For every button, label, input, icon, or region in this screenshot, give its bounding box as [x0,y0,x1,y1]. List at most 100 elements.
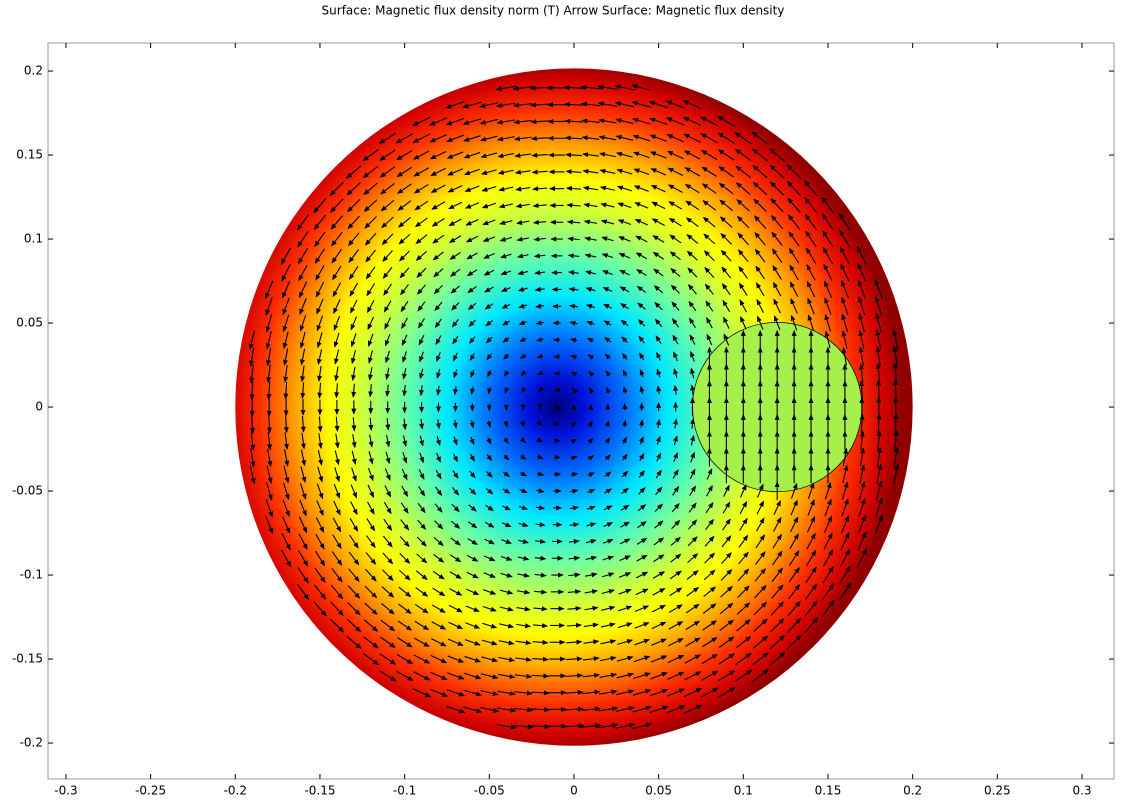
field-arrow [565,186,582,191]
field-arrow [518,522,529,527]
field-arrow [839,565,851,584]
field-arrow [893,446,899,468]
field-arrow [514,169,531,175]
field-arrow [402,368,407,380]
field-arrow [690,384,696,396]
field-arrow [300,466,307,484]
field-arrow [649,134,668,142]
field-arrow [298,516,308,534]
field-arrow [332,282,342,298]
y-tick-label: 0.05 [16,316,43,330]
field-arrow [702,620,718,631]
field-arrow [701,637,718,648]
field-arrow [673,368,679,379]
field-arrow [350,333,357,348]
field-arrow [619,269,630,276]
field-arrow [521,386,527,394]
field-arrow [740,316,747,330]
field-arrow [823,532,833,550]
field-arrow [535,337,544,342]
field-arrow [771,248,783,263]
field-arrow [432,234,445,244]
field-arrow [537,386,544,393]
chart-title: Surface: Magnetic flux density norm (T) … [322,4,785,18]
field-arrow [316,483,324,500]
field-arrow [619,555,631,562]
field-arrow [603,522,614,528]
field-arrow [452,352,458,362]
field-arrow [600,202,615,208]
field-arrow [398,586,412,598]
field-arrow [464,202,480,209]
field-arrow [334,383,340,399]
field-arrow [588,370,595,377]
field-arrow [265,515,274,535]
field-arrow [362,165,379,179]
field-arrow [655,469,662,479]
x-tick-label: -0.3 [54,784,77,798]
field-arrow [841,296,849,316]
field-arrow [348,568,360,583]
field-arrow [419,452,424,464]
field-arrow [502,337,510,343]
field-arrow [570,472,579,478]
field-arrow [599,168,616,174]
field-arrow [858,497,866,518]
field-arrow [364,232,377,246]
field-arrow [637,302,646,310]
field-arrow [649,151,667,159]
field-arrow [485,504,494,511]
field-arrow [480,690,499,696]
field-arrow [367,333,374,347]
field-arrow [531,690,550,696]
field-arrow [651,218,665,227]
field-arrow [599,185,615,191]
field-arrow [582,152,599,158]
field-arrow [650,168,667,176]
y-tick-label: 0.1 [24,232,43,246]
field-arrow [570,439,578,445]
field-arrow [631,101,651,108]
field-arrow [480,169,497,175]
field-arrow [876,446,882,468]
field-arrow [367,484,375,499]
field-arrow [467,521,478,529]
field-arrow [804,213,818,231]
field-arrow [585,539,597,544]
field-arrow [514,152,532,158]
field-arrow [671,502,680,513]
field-arrow [381,216,394,229]
field-arrow [568,270,579,276]
field-arrow [363,199,378,212]
field-arrow [402,351,407,363]
field-arrow [770,198,784,213]
field-arrow [701,670,719,681]
field-arrow [756,282,765,297]
field-arrow [756,500,764,515]
field-arrow [317,433,323,450]
field-arrow [666,688,686,697]
field-arrow [435,486,443,497]
field-arrow [587,438,594,445]
field-arrow [841,481,849,500]
field-arrow [600,219,615,225]
field-arrow [300,432,306,450]
field-arrow [672,486,680,496]
field-arrow [413,183,429,194]
field-arrow [498,203,513,209]
field-arrow [414,217,428,228]
field-arrow [586,522,597,528]
field-arrow [875,312,882,333]
field-arrow [529,102,550,108]
field-arrow [480,706,500,713]
field-arrow [503,437,509,445]
field-arrow [688,300,697,312]
field-arrow [284,432,289,450]
y-tick-label: -0.15 [12,652,43,666]
field-arrow [567,236,580,242]
field-arrow [805,247,817,264]
field-arrow [300,365,306,383]
field-arrow [485,336,493,344]
field-arrow [718,653,735,665]
field-arrow [717,149,735,161]
